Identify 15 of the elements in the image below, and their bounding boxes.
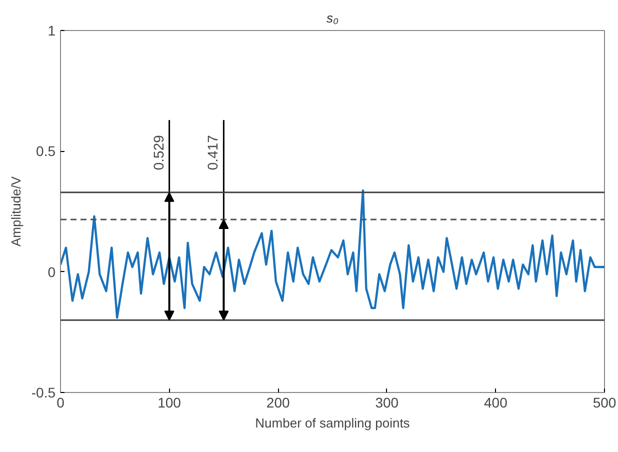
- annotation: 0.529: [150, 134, 166, 170]
- annotation: 0.417: [204, 134, 221, 170]
- y-tick-label: 0: [48, 264, 56, 280]
- y-axis-title: Amplitude/V: [8, 176, 24, 247]
- line-series: [60, 189, 604, 319]
- x-tick-label: 500: [592, 394, 616, 410]
- chart-title: s₀: [326, 10, 340, 26]
- y-tick-label: 0.5: [36, 143, 56, 160]
- x-axis-title: Number of sampling points: [255, 416, 410, 430]
- x-tick-label: 300: [375, 394, 399, 410]
- x-tick-label: 400: [484, 394, 508, 410]
- y-tick-label: -0.5: [31, 384, 56, 400]
- y-tick-label: 1: [48, 22, 56, 38]
- x-tick-label: 100: [158, 394, 182, 410]
- x-tick-label: 200: [266, 394, 290, 410]
